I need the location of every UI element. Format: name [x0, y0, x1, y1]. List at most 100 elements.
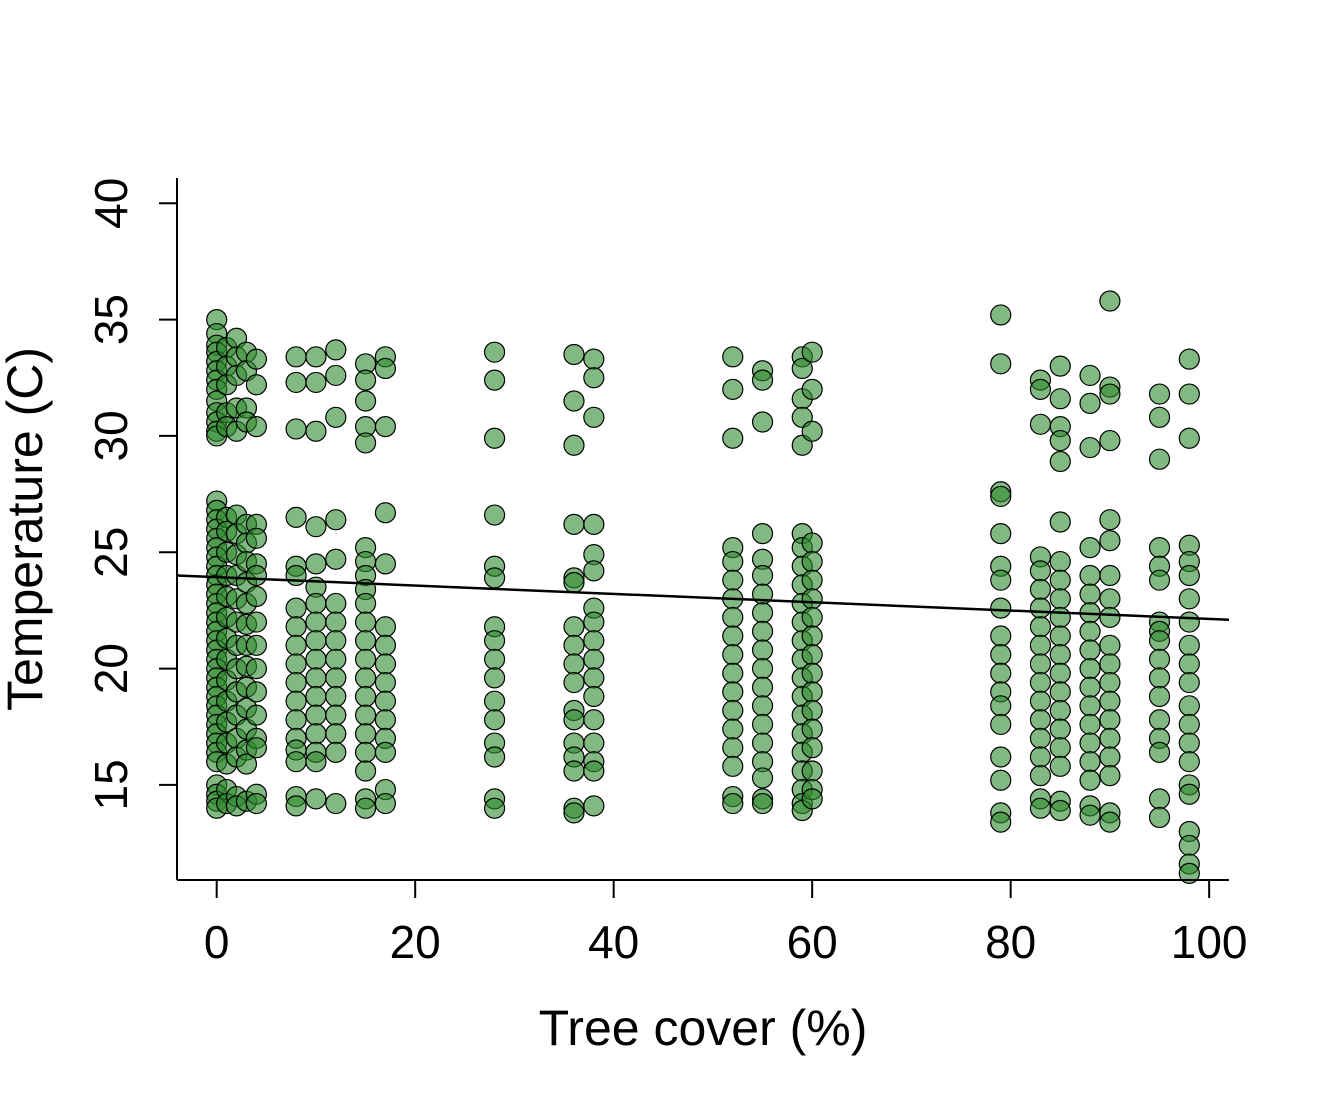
data-point — [801, 420, 823, 442]
data-point — [374, 616, 397, 638]
data-point — [1029, 709, 1052, 731]
data-point — [305, 371, 327, 394]
y-tick-label: 30 — [85, 410, 137, 461]
data-point — [285, 671, 307, 694]
data-point — [1178, 634, 1200, 656]
data-point — [563, 390, 585, 412]
data-point — [722, 550, 744, 573]
data-point — [1049, 799, 1071, 822]
data-point — [1148, 630, 1171, 652]
data-point — [305, 751, 327, 773]
data-point — [1148, 667, 1171, 689]
data-point — [1079, 364, 1101, 387]
data-point — [245, 634, 267, 656]
data-point — [990, 662, 1012, 684]
data-point — [483, 630, 506, 652]
data-point — [285, 564, 307, 587]
data-point — [354, 723, 377, 745]
data-point — [354, 592, 377, 615]
data-point — [1079, 695, 1101, 717]
data-point — [1178, 834, 1200, 857]
data-point — [1079, 564, 1101, 587]
data-point — [1049, 388, 1071, 410]
data-point — [563, 634, 585, 656]
data-point — [325, 339, 347, 361]
data-point — [583, 630, 605, 652]
data-point — [245, 737, 267, 759]
data-point — [354, 611, 377, 633]
data-point — [325, 611, 347, 633]
data-point — [583, 367, 605, 389]
data-point — [245, 611, 267, 633]
data-point — [285, 616, 307, 638]
data-point — [791, 357, 813, 380]
data-point — [1099, 727, 1121, 750]
data-point — [1099, 509, 1121, 531]
data-point — [751, 411, 774, 433]
data-point — [1049, 644, 1071, 666]
data-point — [483, 667, 506, 689]
data-point — [354, 390, 377, 412]
data-point — [801, 760, 823, 782]
data-point — [583, 760, 605, 782]
data-point — [990, 769, 1012, 791]
data-point — [1079, 436, 1101, 459]
data-point — [801, 699, 823, 722]
data-point — [990, 644, 1012, 666]
data-point — [354, 741, 377, 763]
data-point — [1148, 537, 1171, 559]
data-point — [285, 751, 307, 773]
data-point — [722, 699, 744, 722]
data-point — [751, 602, 774, 624]
data-point — [722, 662, 744, 684]
x-tick-label: 80 — [985, 916, 1036, 968]
y-tick-label: 20 — [85, 643, 137, 694]
data-point — [563, 653, 585, 675]
data-point — [990, 713, 1012, 736]
data-point — [1079, 676, 1101, 698]
data-point — [325, 723, 347, 745]
data-point — [1178, 588, 1200, 610]
data-point — [722, 755, 744, 777]
data-point — [325, 509, 347, 531]
x-tick-label: 60 — [787, 916, 838, 968]
data-point — [354, 704, 377, 726]
data-point — [305, 723, 327, 745]
data-point — [1178, 713, 1200, 736]
data-point — [990, 485, 1012, 508]
data-point — [374, 653, 397, 675]
data-point — [1079, 732, 1101, 754]
data-point — [1148, 383, 1171, 405]
data-point — [305, 611, 327, 633]
data-point — [990, 304, 1012, 326]
data-point — [1148, 448, 1171, 470]
data-point — [751, 523, 774, 545]
data-point — [285, 795, 307, 817]
data-point — [583, 795, 605, 817]
data-point — [563, 760, 585, 782]
data-point — [1178, 564, 1200, 587]
data-point — [374, 741, 397, 763]
data-point — [245, 681, 267, 703]
data-point — [374, 709, 397, 731]
data-point — [483, 369, 506, 391]
data-point — [751, 657, 774, 680]
data-point — [1049, 450, 1071, 473]
data-point — [1099, 429, 1121, 452]
data-point — [1099, 690, 1121, 712]
data-point — [1099, 383, 1121, 405]
data-point — [354, 369, 377, 391]
data-point — [1148, 569, 1171, 591]
data-point — [305, 648, 327, 670]
data-point — [1148, 648, 1171, 670]
data-point — [245, 657, 267, 680]
data-point — [285, 634, 307, 656]
data-point — [990, 353, 1012, 375]
data-point — [1029, 690, 1052, 712]
data-point — [1178, 427, 1200, 449]
data-point — [483, 797, 506, 819]
data-point — [1148, 806, 1171, 829]
data-point — [583, 648, 605, 670]
data-point — [374, 792, 397, 815]
data-point — [1029, 653, 1052, 675]
